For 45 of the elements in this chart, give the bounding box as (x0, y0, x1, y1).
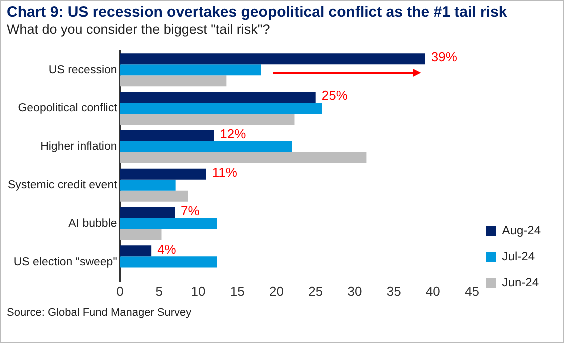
legend-label: Jun-24 (502, 275, 540, 290)
bar (120, 114, 295, 126)
bar (120, 229, 162, 240)
y-tick-label: AI bubble (68, 218, 118, 230)
data-label: 4% (158, 242, 177, 257)
bar (120, 218, 218, 230)
bar (120, 103, 322, 114)
chart-subtitle: What do you consider the biggest "tail risk"? (7, 22, 270, 37)
source-note: Source: Global Fund Manager Survey (7, 307, 192, 319)
y-tick-label: Higher inflation (40, 141, 118, 154)
x-tick-label: 30 (348, 284, 362, 299)
x-tick-label: 10 (191, 284, 206, 299)
bar (120, 168, 206, 180)
y-tick-label: US recession (48, 64, 118, 76)
data-label: 7% (181, 203, 200, 218)
bar (120, 130, 214, 142)
y-tick-label: Geopolitical conflict (18, 102, 118, 115)
bar (120, 76, 227, 87)
x-tick-label: 5 (156, 284, 164, 299)
bar (120, 64, 262, 76)
bar (120, 92, 316, 104)
y-tick-label: US election "sweep" (14, 256, 118, 268)
bar (120, 180, 176, 191)
data-label: 25% (322, 88, 348, 104)
x-tick-label: 40 (426, 284, 440, 299)
data-label: 12% (220, 126, 247, 142)
bar (120, 141, 292, 152)
data-label: 39% (431, 50, 458, 65)
x-tick-label: 15 (230, 284, 245, 299)
data-label: 11% (212, 164, 238, 180)
bar (120, 256, 218, 268)
x-tick-label: 45 (465, 284, 480, 299)
legend-label: Jul-24 (502, 249, 536, 264)
bar (120, 54, 426, 65)
x-tick-label: 35 (386, 284, 402, 299)
y-tick-label: Systemic credit event (8, 180, 118, 192)
x-tick-label: 20 (270, 284, 284, 299)
chart-title: Chart 9: US recession overtakes geopolitical conflict as the #1 tail risk (7, 4, 508, 21)
bar (120, 207, 176, 218)
bar (120, 246, 152, 257)
legend-label: Aug-24 (502, 223, 542, 238)
x-tick-label: 0 (116, 284, 124, 299)
bar (120, 190, 188, 202)
bar (120, 152, 367, 164)
x-tick-label: 25 (308, 284, 324, 299)
